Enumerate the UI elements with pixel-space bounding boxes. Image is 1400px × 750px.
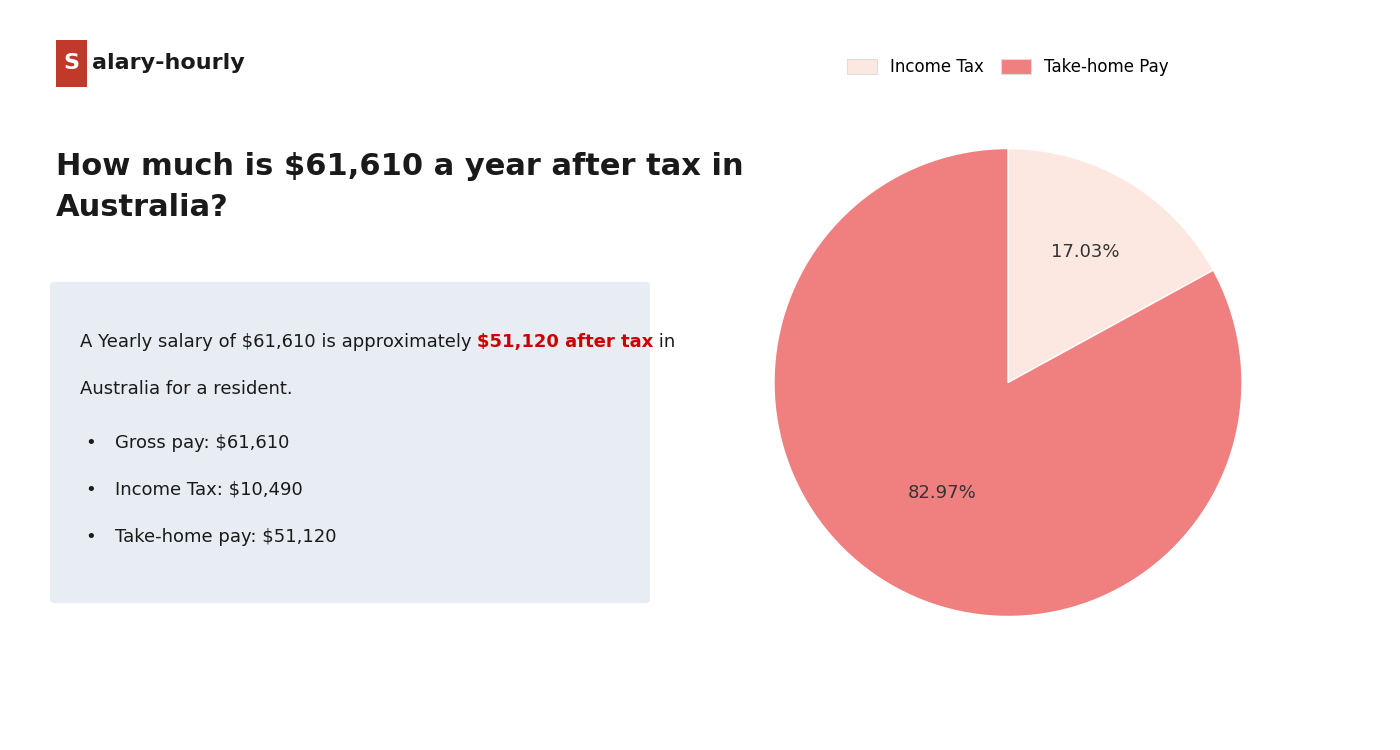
Text: How much is $61,610 a year after tax in
Australia?: How much is $61,610 a year after tax in … (56, 152, 743, 221)
Text: 82.97%: 82.97% (909, 484, 977, 502)
Text: •: • (85, 433, 97, 451)
Text: S: S (63, 53, 80, 73)
Legend: Income Tax, Take-home Pay: Income Tax, Take-home Pay (840, 52, 1176, 82)
Text: in: in (654, 333, 675, 351)
Text: 17.03%: 17.03% (1051, 243, 1120, 261)
Text: Income Tax: $10,490: Income Tax: $10,490 (115, 481, 302, 499)
Text: •: • (85, 481, 97, 499)
Text: Take-home pay: $51,120: Take-home pay: $51,120 (115, 528, 336, 546)
FancyBboxPatch shape (56, 40, 87, 88)
Text: A Yearly salary of $61,610 is approximately: A Yearly salary of $61,610 is approximat… (80, 333, 477, 351)
Text: $51,120 after tax: $51,120 after tax (477, 333, 654, 351)
Wedge shape (774, 148, 1242, 616)
Text: •: • (85, 528, 97, 546)
Wedge shape (1008, 148, 1214, 382)
FancyBboxPatch shape (50, 282, 650, 603)
Text: alary-hourly: alary-hourly (92, 53, 245, 73)
Text: Australia for a resident.: Australia for a resident. (80, 380, 293, 398)
Text: Gross pay: $61,610: Gross pay: $61,610 (115, 433, 290, 451)
